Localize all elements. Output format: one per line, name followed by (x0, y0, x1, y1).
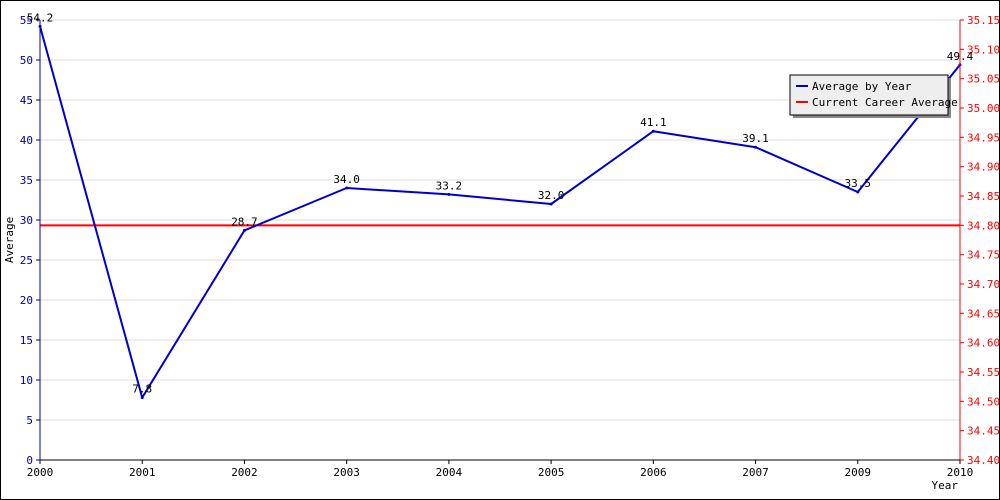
y-axis-title: Average (3, 217, 16, 263)
data-label: 32.0 (538, 189, 565, 202)
x-axis-tick-label: 2001 (129, 466, 156, 479)
left-axis-tick-label: 40 (20, 134, 33, 147)
right-axis-tick-label: 34.90 (967, 161, 1000, 174)
x-axis-title: Year (932, 479, 959, 492)
right-axis-tick-label: 34.95 (967, 131, 1000, 144)
legend-label-average-by-year: Average by Year (812, 80, 912, 93)
data-labels: 54.2 7.8 28.7 34.0 33.2 32.0 41.1 39.1 33.5 49.4 (27, 11, 974, 395)
right-axis-tick-label: 35.15 (967, 14, 1000, 27)
x-axis-tick-label: 2006 (640, 466, 667, 479)
right-axis-tick-label: 34.80 (967, 219, 1000, 232)
right-axis-tick-label: 35.05 (967, 73, 1000, 86)
legend-label-career-average: Current Career Average (812, 96, 958, 109)
x-axis-tick-label: 2002 (231, 466, 258, 479)
data-label: 41.1 (640, 116, 667, 129)
left-axis-tick-label: 55 (20, 14, 33, 27)
right-axis-tick-label: 34.45 (967, 425, 1000, 438)
left-axis-tick-label: 10 (20, 374, 33, 387)
data-label: 33.2 (436, 179, 463, 192)
data-point (447, 192, 451, 196)
data-point (651, 129, 655, 133)
x-axis-tick-label: 2007 (742, 466, 769, 479)
x-axis-tick-label: 2010 (947, 466, 974, 479)
x-axis-tick-label: 2003 (333, 466, 360, 479)
x-axis-tick-label: 2009 (845, 466, 872, 479)
right-axis-tick-label: 35.00 (967, 102, 1000, 115)
right-axis-tick-label: 34.50 (967, 395, 1000, 408)
right-axis-tick-label: 34.40 (967, 454, 1000, 467)
data-label: 33.5 (845, 177, 872, 190)
left-axis-tick-label: 0 (26, 454, 33, 467)
data-label: 39.1 (742, 132, 769, 145)
data-label: 28.7 (231, 215, 258, 228)
right-axis-tick-label: 34.70 (967, 278, 1000, 291)
average-by-year-line (39, 26, 961, 399)
data-point (856, 190, 860, 194)
left-axis-tick-label: 35 (20, 174, 33, 187)
left-axis-tick-label: 20 (20, 294, 33, 307)
x-axis-tick-label: 2004 (436, 466, 463, 479)
right-axis-tick-label: 35.10 (967, 43, 1000, 56)
right-axis-tick-label: 34.60 (967, 337, 1000, 350)
left-axis-tick-label: 15 (20, 334, 33, 347)
data-label: 7.8 (132, 383, 152, 396)
data-label: 49.4 (947, 50, 974, 63)
average-by-year-series (38, 24, 962, 400)
axes: 0 5 10 15 20 25 30 35 40 45 50 55 34.40 34.45 34.50 34.… (20, 14, 1000, 479)
data-point (754, 145, 758, 149)
x-axis-tick-label: 2005 (538, 466, 565, 479)
right-axis-tick-label: 34.55 (967, 366, 1000, 379)
left-axis-tick-label: 45 (20, 94, 33, 107)
data-point (242, 228, 246, 232)
left-axis-tick-label: 30 (20, 214, 33, 227)
left-axis-tick-label: 25 (20, 254, 33, 267)
data-point (345, 186, 349, 190)
x-axis-tick-label: 2000 (27, 466, 54, 479)
data-point (549, 202, 553, 206)
data-label: 54.2 (27, 11, 54, 24)
left-axis-tick-label: 50 (20, 54, 33, 67)
data-label: 34.0 (333, 173, 360, 186)
right-axis-tick-label: 34.65 (967, 307, 1000, 320)
left-axis-tick-label: 5 (26, 414, 33, 427)
data-point (140, 396, 144, 400)
legend: Average by Year Current Career Average (789, 74, 958, 118)
right-axis-tick-label: 34.85 (967, 190, 1000, 203)
legend-box (789, 74, 949, 116)
right-axis-tick-label: 34.75 (967, 249, 1000, 262)
